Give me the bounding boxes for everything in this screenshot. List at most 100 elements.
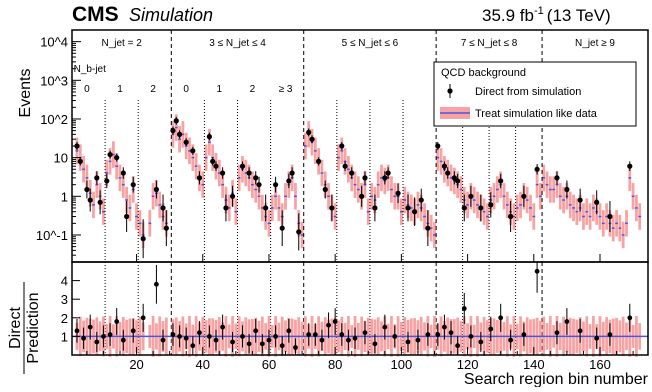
ratio-point	[488, 326, 494, 332]
ratio-point	[392, 334, 398, 339]
lumi-label: 35.9 fb-1 (13 TeV)	[482, 5, 611, 25]
x-tick-label: 160	[589, 357, 611, 372]
ratio-point	[114, 319, 120, 324]
ratio-point	[554, 330, 560, 336]
direct-point	[220, 170, 226, 176]
direct-point	[183, 139, 189, 145]
ratio-point	[154, 281, 159, 287]
nb-label: 0	[183, 84, 189, 95]
ratio-y-axis-title: Direct Prediction	[7, 282, 42, 374]
direct-point	[425, 225, 431, 231]
direct-point	[362, 175, 368, 181]
direct-point	[372, 205, 378, 211]
ratio-point	[107, 332, 113, 337]
nb-label: 1	[217, 84, 223, 95]
direct-point	[196, 175, 203, 181]
ratio-point	[177, 334, 182, 339]
direct-point	[289, 170, 295, 176]
direct-point	[418, 197, 424, 203]
x-tick-label: 20	[129, 357, 143, 372]
x-tick-label: 120	[457, 357, 479, 372]
direct-point	[339, 143, 345, 149]
ratio-plot-frame	[71, 261, 649, 356]
direct-point	[97, 199, 103, 205]
ratio-point	[101, 334, 106, 339]
direct-point	[405, 205, 411, 211]
ratio-point	[206, 334, 212, 339]
nb-label: 2	[150, 84, 156, 95]
x-tick-label: 100	[391, 357, 413, 372]
direct-point	[213, 163, 219, 169]
legend-direct-marker	[447, 88, 453, 94]
x-axis-label: Search region bin number	[464, 371, 649, 387]
ratio-panel: 1 2 3 4 20 40 60 80 100 120 140 160	[61, 261, 649, 372]
ratio-point	[521, 332, 527, 337]
ratio-point	[120, 337, 126, 343]
ratio-point	[435, 332, 441, 337]
ratio-point	[564, 319, 570, 324]
ratio-point	[81, 335, 86, 341]
direct-point	[306, 129, 312, 135]
direct-point	[74, 143, 80, 149]
ratio-point	[372, 341, 378, 347]
direct-point	[329, 205, 335, 211]
direct-point	[309, 136, 315, 142]
direct-point	[94, 175, 100, 181]
direct-point	[498, 178, 504, 184]
ratio-point	[346, 337, 351, 343]
direct-point	[395, 190, 401, 196]
lumi-value: 35.9 fb	[482, 6, 534, 25]
ratio-point	[607, 332, 613, 337]
direct-point	[451, 175, 457, 181]
ratio-point	[273, 334, 278, 339]
ratio-point	[87, 324, 93, 330]
direct-point	[107, 151, 113, 158]
ratio-ylabel-top: Direct	[7, 307, 24, 349]
ratio-point	[183, 335, 189, 341]
x-tick-label: 80	[328, 357, 342, 372]
ratio-point	[259, 341, 265, 347]
ratio-point	[339, 332, 345, 337]
direct-point	[478, 205, 484, 211]
legend-band-label: Treat simulation like data	[475, 108, 598, 120]
direct-point	[534, 166, 540, 172]
direct-point	[488, 202, 494, 208]
ratio-point	[246, 341, 252, 347]
direct-point	[120, 170, 126, 176]
ratio-y-tick-label: 4	[61, 274, 68, 289]
ratio-point	[362, 330, 368, 336]
direct-point	[349, 170, 355, 176]
direct-point	[316, 158, 322, 164]
ratio-point	[498, 315, 504, 321]
direct-point	[140, 236, 146, 242]
y-axis-title: Events	[17, 69, 34, 118]
direct-point	[461, 205, 467, 211]
ratio-point	[415, 337, 421, 343]
ratio-point	[461, 306, 467, 311]
direct-point	[508, 213, 514, 220]
ratio-point	[352, 335, 358, 341]
energy-label: (13 TeV)	[547, 6, 611, 25]
ratio-point	[293, 345, 298, 350]
ratio-point	[160, 337, 166, 343]
ratio-point	[279, 343, 285, 349]
ratio-point	[230, 339, 235, 345]
ratio-point	[508, 337, 514, 343]
ratio-point	[455, 343, 461, 349]
ratio-point	[197, 330, 202, 336]
y-tick-label: 10^4	[40, 35, 68, 50]
direct-point	[286, 178, 292, 184]
direct-point	[441, 163, 448, 169]
legend: QCD background Direct from simulation Trea…	[433, 61, 637, 127]
direct-point	[359, 193, 365, 199]
ratio-point	[594, 335, 600, 341]
y-tick-label: 10^3	[40, 73, 68, 88]
ratio-point	[94, 339, 100, 345]
legend-direct-label: Direct from simulation	[475, 86, 581, 98]
ratio-point	[140, 315, 146, 321]
direct-point	[229, 193, 236, 199]
y-tick-label: 10^2	[40, 112, 68, 127]
direct-point	[239, 163, 246, 169]
ratio-point	[332, 319, 338, 324]
